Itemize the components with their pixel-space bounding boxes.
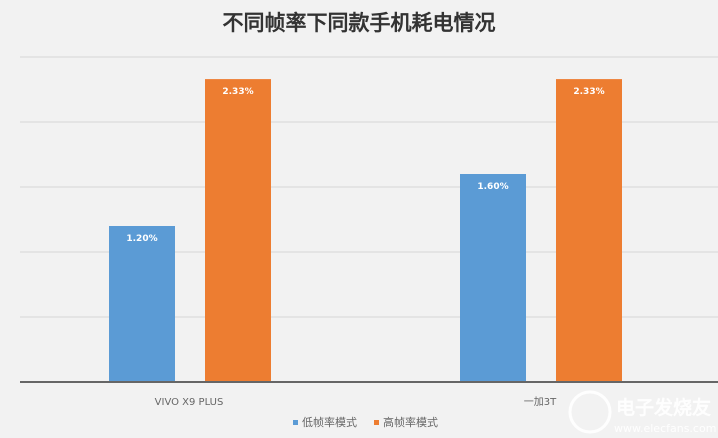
watermark-url: www.elecfans.com [614, 422, 716, 435]
data-label: 1.20% [126, 234, 157, 244]
legend-label-high: 高帧率模式 [383, 415, 438, 429]
legend-label-low: 低帧率模式 [302, 415, 357, 429]
legend-swatch-high [374, 420, 379, 425]
bar-high-0 [205, 79, 271, 382]
category-label-1: 一加3T [524, 396, 557, 408]
bar-high-1 [556, 79, 622, 382]
watermark-name: 电子发烧友 [616, 396, 711, 419]
data-label: 2.33% [573, 87, 604, 97]
data-label: 2.33% [222, 87, 253, 97]
chart-title: 不同帧率下同款手机耗电情况 [223, 11, 496, 35]
data-label: 1.60% [477, 182, 508, 192]
legend: 低帧率模式 高帧率模式 [293, 415, 438, 429]
watermark-logo: 电子发烧友 www.elecfans.com [568, 390, 716, 435]
bar-low-0 [109, 226, 175, 382]
watermark-icon [568, 390, 612, 434]
category-label-0: VIVO X9 PLUS [155, 397, 224, 408]
bar-low-1 [460, 174, 526, 382]
legend-swatch-low [293, 420, 298, 425]
